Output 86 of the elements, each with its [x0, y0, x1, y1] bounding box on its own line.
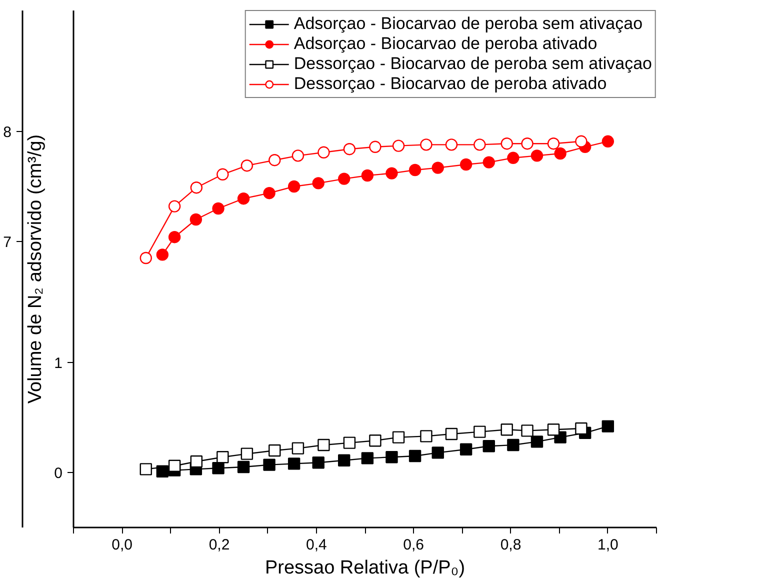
point	[288, 180, 300, 193]
point	[168, 460, 181, 472]
point	[312, 456, 324, 469]
x-tick-label: 0,4	[306, 536, 327, 554]
point	[312, 177, 324, 190]
point	[168, 200, 181, 212]
point	[140, 252, 152, 264]
point	[386, 451, 398, 464]
legend-label: Dessorçao - Biocarvao de peroba sem ativaçao	[294, 54, 652, 74]
point	[318, 438, 330, 452]
point	[500, 138, 513, 150]
point	[318, 146, 330, 158]
point	[386, 167, 398, 180]
point	[343, 143, 356, 156]
legend-label: Dessorçao - Biocarvao de peroba ativado	[294, 74, 607, 94]
point	[507, 152, 520, 164]
y-tick-label: 0	[54, 465, 62, 482]
point	[237, 460, 250, 474]
point	[212, 202, 224, 215]
point	[500, 424, 513, 436]
x-tick-label: 0,8	[500, 536, 522, 554]
point	[288, 458, 300, 470]
point	[482, 440, 495, 452]
x-tick-label: 0,2	[208, 536, 230, 554]
point	[460, 158, 472, 171]
point	[530, 436, 544, 448]
point	[432, 162, 444, 174]
point	[460, 443, 472, 456]
x-axis-title: Pressao Relativa (P/P₀)	[264, 558, 466, 578]
point	[268, 154, 281, 166]
point	[474, 426, 486, 438]
point	[369, 140, 382, 153]
point	[361, 169, 374, 182]
point	[156, 248, 169, 261]
point	[338, 454, 350, 466]
point	[240, 160, 254, 172]
point	[602, 135, 614, 148]
point	[212, 462, 224, 474]
point	[343, 436, 356, 449]
point	[292, 150, 304, 162]
point	[521, 138, 534, 150]
y2-tick-label: 7	[3, 234, 12, 251]
point	[268, 444, 281, 457]
point	[216, 168, 229, 180]
point	[554, 147, 566, 160]
x-tick-label: 0,6	[403, 536, 424, 554]
point	[575, 135, 588, 148]
point	[140, 463, 152, 476]
point	[474, 138, 486, 151]
point	[420, 430, 432, 442]
point	[530, 150, 544, 162]
point	[547, 424, 560, 436]
point	[216, 451, 229, 464]
point	[237, 192, 250, 205]
point	[392, 140, 405, 152]
point	[445, 428, 458, 440]
y2-tick-label: 8	[3, 124, 12, 141]
point	[190, 455, 203, 468]
point	[602, 420, 614, 432]
point	[392, 431, 405, 444]
point	[190, 182, 203, 194]
point	[408, 164, 422, 176]
point	[190, 213, 202, 226]
point	[369, 434, 382, 447]
point	[263, 187, 276, 200]
x-tick-label: 1,0	[597, 536, 618, 554]
y-axis-title: Volume de N₂ adsorvido (cm³/g)	[25, 134, 46, 404]
point	[240, 448, 254, 460]
legend-label: Adsorçao - Biocarvao de peroba ativado	[294, 34, 598, 54]
y-tick-label: 1	[54, 355, 62, 372]
point	[408, 450, 422, 462]
point	[521, 424, 534, 437]
point	[420, 138, 432, 151]
point	[445, 138, 458, 151]
point	[292, 442, 304, 454]
point	[263, 458, 276, 471]
x-tick-label: 0,0	[112, 536, 133, 554]
point	[432, 446, 444, 459]
point	[482, 156, 495, 168]
legend-label: Adsorçao - Biocarvao de peroba sem ativaçao	[294, 14, 643, 34]
point	[361, 452, 374, 464]
point	[168, 231, 181, 244]
point	[547, 138, 560, 150]
point	[507, 438, 520, 452]
point	[575, 422, 588, 435]
point	[338, 172, 350, 185]
